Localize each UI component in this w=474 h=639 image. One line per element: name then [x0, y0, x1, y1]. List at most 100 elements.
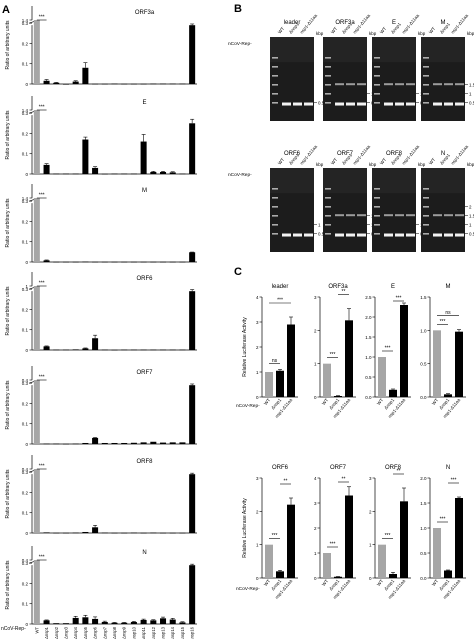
sig-label: ***	[39, 15, 45, 21]
sig-label: **	[342, 477, 346, 483]
bar-Δnsp1	[276, 370, 284, 397]
chart-title: ORF6	[272, 465, 289, 471]
ladder-band	[272, 224, 278, 226]
bar-Δnsp7	[101, 621, 108, 624]
chart-c-e-0: E0.00.51.01.52.02.5******WTΔnsp1nsp1-Δ11…	[365, 284, 411, 419]
y-tick-label: 0	[25, 172, 28, 177]
sample-band	[335, 102, 344, 106]
bar-Δnsp1	[43, 443, 50, 445]
ladder-band	[374, 75, 380, 77]
y-tick-label: 0.3	[22, 561, 29, 566]
y-tick-label: 0.2	[22, 401, 29, 406]
bar-Δnsp4	[72, 349, 79, 350]
sample-band	[304, 233, 313, 237]
bar-Δnsp15	[179, 349, 186, 351]
bar-Δnsp6	[92, 261, 99, 263]
kbp-label: kbp	[316, 162, 324, 167]
y-tick-label: 0	[25, 622, 28, 627]
bar-Δnsp10	[130, 261, 137, 263]
bar-Δnsp9	[121, 622, 128, 624]
marker-label: 1.5	[469, 214, 474, 219]
bar-nsp1-Δ11aa	[287, 324, 295, 397]
y-tick-label: 2.5	[365, 295, 372, 300]
sig-label: ***	[330, 352, 336, 358]
y-tick-label: 2	[314, 328, 317, 333]
chart-title: E	[391, 284, 395, 290]
bar-Δnsp13	[160, 618, 167, 624]
x-tick-label: WT	[321, 397, 329, 406]
bar-Δnsp7	[101, 532, 108, 534]
bar-Δnsp10	[130, 532, 137, 534]
x-tick-label: Δnsp6	[93, 626, 98, 639]
bar-Δnsp2	[53, 532, 60, 534]
kbp-label: kbp	[418, 31, 426, 36]
ladder-band	[374, 206, 380, 208]
y-tick-label: 0.2	[22, 219, 29, 224]
y-tick-label: 0	[369, 576, 372, 581]
ladder-band	[325, 57, 331, 59]
sample-band	[444, 83, 453, 86]
bar-WT	[378, 357, 386, 397]
ladder-band	[423, 57, 429, 59]
sample-band	[346, 233, 355, 237]
bar-Δnsp9	[121, 532, 128, 534]
chart-title: ORF6	[136, 276, 153, 282]
x-tick-label: WT	[376, 578, 384, 587]
y-tick-label: 0.3	[22, 381, 29, 386]
y-tick-label: 0.1	[22, 328, 29, 333]
gel-title: M	[441, 20, 446, 26]
bar-nsp1-Δ11aa	[345, 495, 353, 578]
y-tick-label: 1.4	[22, 196, 29, 201]
bar-Δnsp13	[160, 349, 167, 351]
bar-Δnsp8	[111, 261, 118, 263]
bar-Δnsp12	[150, 441, 157, 444]
bar-Δnsp16	[189, 25, 196, 84]
bar-Δnsp11	[140, 141, 147, 174]
y-tick-label: 3	[314, 295, 317, 300]
y-tick-label: 0	[25, 260, 28, 265]
y-tick-label: 0	[25, 82, 28, 87]
bar-Δnsp7	[101, 83, 108, 85]
y-tick-label: 1.5	[365, 335, 372, 340]
ladder-band	[272, 188, 278, 190]
sample-band	[433, 233, 442, 237]
y-tick-label: 0	[314, 395, 317, 400]
bar-Δnsp12	[150, 171, 157, 174]
y-tick-label: 0	[256, 395, 259, 400]
x-tick-label: Δnsp4	[73, 626, 78, 639]
ladder-band	[272, 215, 278, 217]
sig-label: **	[342, 289, 346, 295]
bar-Δnsp13	[160, 171, 167, 174]
bar-WT	[33, 198, 40, 262]
marker-label: 2	[469, 205, 472, 210]
sig-label: ***	[396, 296, 402, 302]
bar-Δnsp2	[53, 623, 60, 624]
lane-label: WT	[379, 26, 387, 35]
y-tick-label: 0.3	[22, 111, 29, 116]
bar-Δnsp9	[121, 349, 128, 351]
bar-Δnsp10	[130, 173, 137, 175]
bar-Δnsp12	[150, 261, 157, 263]
y-axis-label: Relative Luciferase Activity	[242, 317, 248, 377]
sample-band	[395, 233, 404, 237]
ladder-band	[272, 75, 278, 77]
y-tick-label: 2	[256, 345, 259, 350]
x-tick-label: Δnsp11	[141, 626, 146, 639]
gel-title: N	[441, 151, 445, 157]
bar-Δnsp12	[150, 349, 157, 351]
row-label: nCoV-Rep-	[1, 626, 26, 632]
bar-Δnsp3	[62, 532, 69, 534]
marker-label: 0.5	[318, 101, 325, 106]
x-tick-label: Δnsp5	[83, 626, 88, 639]
sample-band	[433, 83, 442, 86]
sample-band	[444, 233, 453, 237]
bar-Δnsp11	[140, 349, 147, 351]
bar-Δnsp8	[111, 622, 118, 624]
bar-Δnsp9	[121, 173, 128, 175]
x-tick-label: Δnsp12	[151, 626, 156, 639]
sig-label: ***	[39, 193, 45, 199]
x-tick-label: Δnsp2	[54, 626, 59, 639]
